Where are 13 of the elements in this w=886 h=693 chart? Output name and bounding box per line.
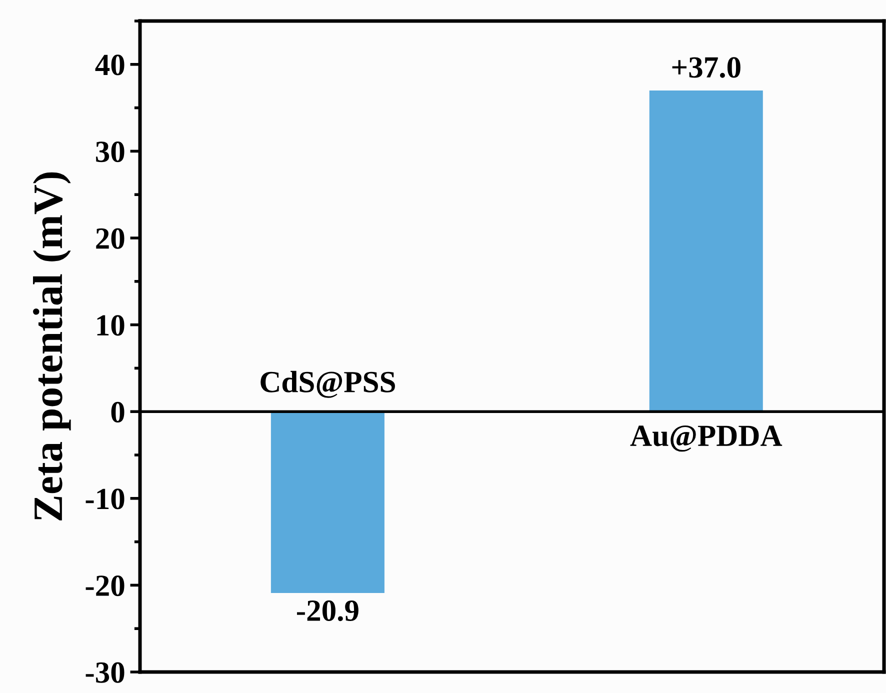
x-tick-label: CdS@PSS: [260, 370, 395, 398]
x-tick-label: Au@PDDA: [630, 425, 782, 452]
y-tick-label: -10: [86, 488, 124, 510]
y-tick-label: -20: [86, 575, 124, 596]
y-tick-label: 30: [96, 141, 124, 162]
data-label: -20.9: [296, 600, 358, 622]
y-tick-label: -30: [86, 662, 124, 683]
y-tick-label: 0: [111, 402, 124, 422]
data-label: +37.0: [672, 57, 740, 78]
y-axis-title: Zeta potential (mV): [33, 172, 71, 520]
y-tick-label: 20: [96, 228, 124, 249]
y-tick-label: 10: [97, 315, 124, 336]
y-tick-label: 40: [95, 54, 124, 76]
